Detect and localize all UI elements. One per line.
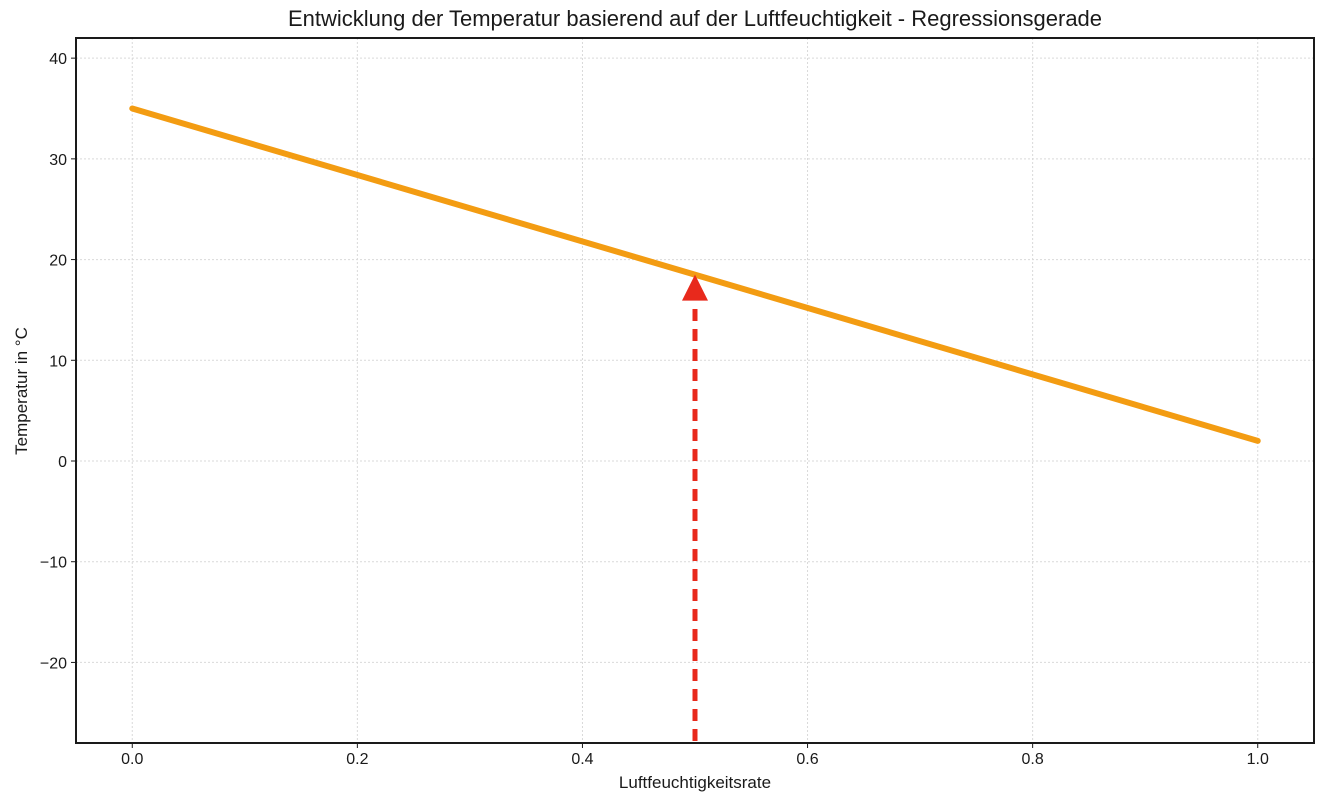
y-tick-label: 20 [49,253,67,270]
y-tick-label: 10 [49,353,67,370]
x-tick-label: 0.0 [121,751,143,768]
grid [76,38,1314,743]
plot-marks [129,105,1261,741]
chart-title: Entwicklung der Temperatur basierend auf… [288,6,1102,31]
x-axis-label: Luftfeuchtigkeitsrate [619,773,771,792]
plot-frame [75,37,1315,744]
y-tick-label: 30 [49,152,67,169]
y-tick-label: 40 [49,51,67,68]
y-tick-label: 0 [58,454,67,471]
y-tick-label: −20 [40,655,67,672]
x-tick-label: 0.8 [1022,751,1044,768]
x-tick-label: 1.0 [1247,751,1269,768]
x-tick-label: 0.4 [571,751,593,768]
arrow-head [682,274,708,301]
y-axis-label: Temperatur in °C [12,327,31,455]
x-tick-label: 0.2 [346,751,368,768]
x-tick-label: 0.6 [796,751,818,768]
y-tick-label: −10 [40,555,67,572]
axis-ticks: 0.0 0.2 0.4 0.6 0.8 1.0 −20 −10 0 10 20 30 40 [40,51,1269,768]
